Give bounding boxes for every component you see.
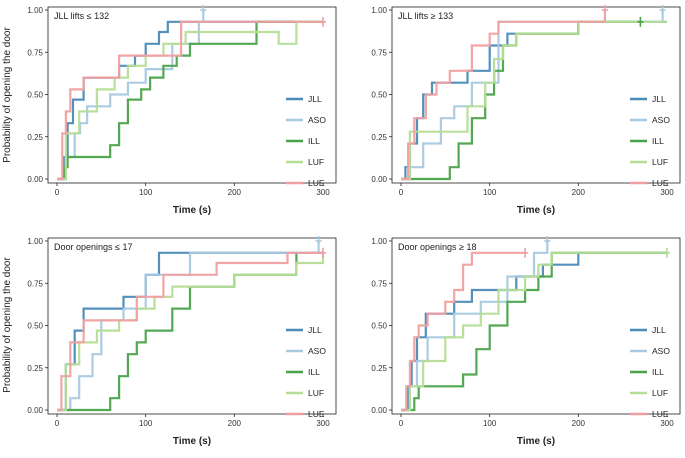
legend-label-lue: LUE [308,178,325,188]
x-axis-label: Time (s) [173,436,211,447]
legend-label-aso: ASO [308,346,326,356]
y-tick-label: 0.75 [371,48,387,57]
x-tick-label: 300 [316,419,330,428]
y-tick-label: 1.00 [27,6,43,15]
legend-label-luf: LUF [652,157,668,167]
legend-label-ill: ILL [308,367,320,377]
series-line-luf [401,20,667,181]
y-tick-label: 0.25 [371,364,387,373]
series-line-aso [401,10,664,181]
panel-frame [47,237,337,415]
y-tick-label: 0.50 [371,322,387,331]
y-axis-label-top: Probability of opening the door [2,27,13,163]
y-tick-label: 0.25 [27,364,43,373]
legend-label-aso: ASO [652,115,670,125]
panel-4: Door openings ≥ 18 0.00 0.25 0.50 0.75 1.00 0 1… [371,236,681,447]
legend-label-aso: ASO [308,115,326,125]
x-axis-label: Time (s) [517,436,555,447]
x-tick-label: 200 [228,188,242,197]
x-tick-label: 300 [316,188,330,197]
legend-label-luf: LUF [308,157,324,167]
y-tick-label: 0.00 [27,406,43,415]
y-tick-label: 1.00 [371,237,387,246]
y-tick-label: 1.00 [371,6,387,15]
series-line-ill [57,20,323,181]
panel-title: Door openings ≥ 18 [398,242,477,252]
legend-label-lue: LUE [308,409,325,419]
series-line-lue [401,251,526,412]
series-line-ill [57,252,298,412]
x-tick-label: 200 [228,419,242,428]
x-tick-label: 200 [572,419,586,428]
panel-1: JLL lifts ≤ 132 0.00 0.25 0.50 0.75 1.00 0 100 2… [27,5,337,216]
x-axis-label: Time (s) [173,205,211,216]
panel-title: Door openings ≤ 17 [54,242,133,252]
series-line-luf [57,20,323,181]
y-tick-label: 1.00 [27,237,43,246]
series-line-lue [57,251,323,412]
y-tick-label: 0.75 [27,279,43,288]
legend-label-ill: ILL [652,136,664,146]
y-tick-label: 0.00 [27,175,43,184]
series-line-ill [401,20,641,181]
y-tick-label: 0.75 [27,48,43,57]
y-tick-label: 0.50 [27,322,43,331]
legend-label-ill: ILL [652,367,664,377]
y-tick-label: 0.00 [371,406,387,415]
legend-label-jll: JLL [652,325,666,335]
x-tick-label: 200 [572,188,586,197]
x-tick-label: 0 [399,419,404,428]
series-line-jll [401,20,667,181]
legend-label-lue: LUE [652,409,669,419]
series-line-lue [401,10,606,181]
legend-label-jll: JLL [308,325,322,335]
panel-frame [391,6,681,184]
panel-2: JLL lifts ≥ 133 0.00 0.25 0.50 0.75 1.00 0 100 2… [371,5,681,216]
panel-3: Door openings ≤ 17 0.00 0.25 0.50 0.75 1.00 0 1… [27,236,337,447]
panel-title: JLL lifts ≥ 133 [398,11,453,21]
x-tick-label: 100 [139,419,153,428]
x-tick-label: 100 [139,188,153,197]
y-tick-label: 0.25 [27,133,43,142]
y-tick-label: 0.50 [27,91,43,100]
panel-frame [47,6,337,184]
series-line-ill [401,251,667,412]
x-tick-label: 0 [399,188,404,197]
series-line-luf [401,251,667,412]
x-tick-label: 100 [483,419,497,428]
legend-label-aso: ASO [652,346,670,356]
legend-label-luf: LUF [652,388,668,398]
legend-label-jll: JLL [652,94,666,104]
series-line-aso [57,241,320,412]
y-tick-label: 0.50 [371,91,387,100]
series-line-luf [57,252,325,412]
series-line-lue [57,20,323,181]
panel-frame [391,237,681,415]
legend-label-luf: LUF [308,388,324,398]
legend-label-ill: ILL [308,136,320,146]
y-tick-label: 0.75 [371,279,387,288]
y-tick-label: 0.25 [371,133,387,142]
x-tick-label: 300 [660,188,674,197]
panel-title: JLL lifts ≤ 132 [54,11,109,21]
legend-label-jll: JLL [308,94,322,104]
x-tick-label: 0 [55,188,60,197]
y-axis-label-bottom: Probability of opening the door [2,257,13,393]
y-tick-label: 0.00 [371,175,387,184]
x-axis-label: Time (s) [517,205,555,216]
x-tick-label: 0 [55,419,60,428]
x-tick-label: 300 [660,419,674,428]
legend-label-lue: LUE [652,178,669,188]
x-tick-label: 100 [483,188,497,197]
